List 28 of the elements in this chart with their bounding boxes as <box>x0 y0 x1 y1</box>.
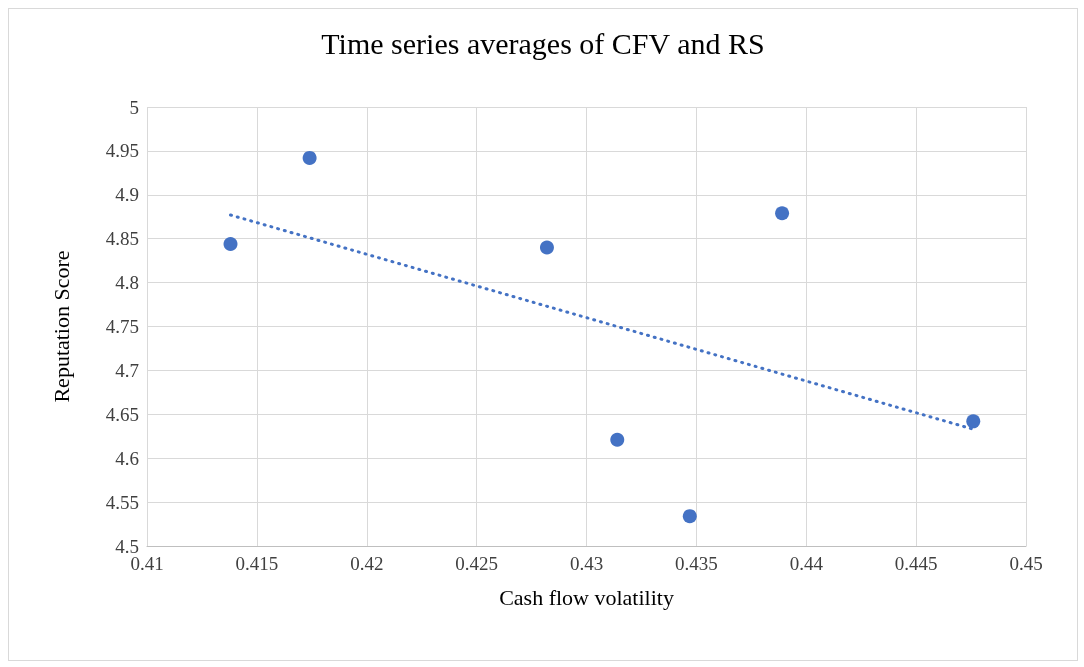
y-tick-label: 4.9 <box>115 184 139 206</box>
y-tick-label: 4.85 <box>105 228 139 250</box>
y-tick-label: 4.65 <box>105 403 139 425</box>
x-tick-label: 0.445 <box>894 553 938 574</box>
y-tick-label: 4.6 <box>115 447 139 469</box>
y-tick-label: 4.8 <box>115 272 139 294</box>
x-tick-label: 0.43 <box>569 553 604 574</box>
x-tick-label: 0.45 <box>1009 553 1043 574</box>
point <box>302 150 317 165</box>
point <box>966 414 981 429</box>
point <box>610 432 625 447</box>
chart-title: Time series averages of CFV and RS <box>321 26 765 60</box>
y-tick-label: 4.55 <box>105 491 139 513</box>
x-tick-label: 0.435 <box>675 553 718 574</box>
x-tick-label: 0.42 <box>350 553 384 574</box>
y-tick-label: 4.75 <box>105 316 139 337</box>
y-axis-title: Reputation Score <box>48 250 74 403</box>
point <box>223 236 238 251</box>
point <box>539 240 554 255</box>
x-tick-label: 0.425 <box>455 553 498 574</box>
point <box>682 509 697 524</box>
x-tick-label: 0.44 <box>789 553 824 574</box>
x-tick-label: 0.415 <box>235 553 279 574</box>
point <box>775 206 790 221</box>
y-tick-label: 4.7 <box>115 359 139 381</box>
y-tick-label: 4.95 <box>105 140 139 162</box>
y-tick-label: 5 <box>129 96 139 118</box>
x-axis-title: Cash flow volatility <box>499 584 674 610</box>
